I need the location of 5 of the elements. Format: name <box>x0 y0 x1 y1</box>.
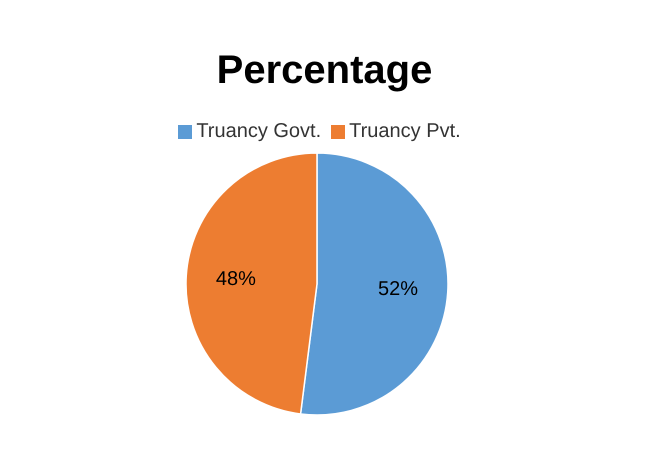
chart-title: Percentage <box>216 47 434 94</box>
legend-label: Truancy Pvt. <box>349 120 461 142</box>
data-label: 48% <box>216 268 256 290</box>
data-label: 52% <box>378 278 418 300</box>
legend-label: Truancy Govt. <box>196 120 322 142</box>
